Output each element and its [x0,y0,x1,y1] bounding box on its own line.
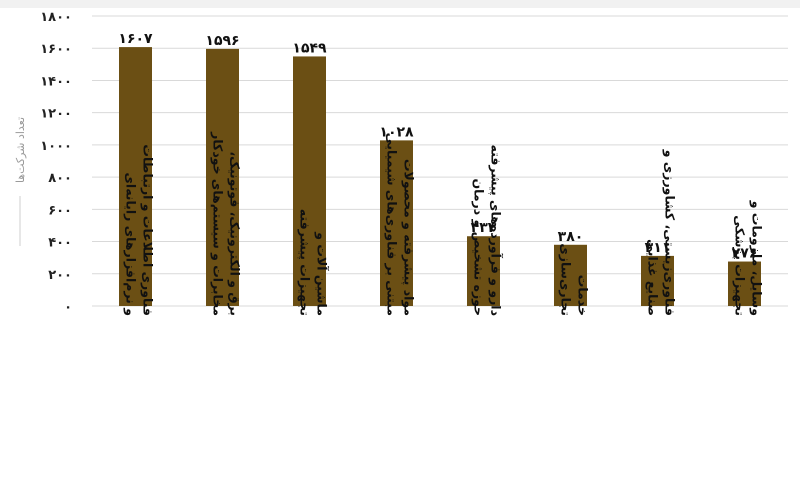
x-category-line: دارو و فرآورده‌های پیشرفته [489,145,504,316]
x-category-label: وسایل، ملزومات وتجهیزات پزشکی [733,200,765,316]
x-category-line: مواد پیشرفته و محصولات [402,159,417,316]
x-category-label: برق و الکترونیک، فوتونیک،مخابرات و سیستم… [211,131,243,316]
data-label: ۱۰۲۸ [379,124,414,140]
gridlines [92,15,788,307]
x-category-label: فناوری اطلاعات و ارتباطاتو نرم‌افزارهای … [123,144,156,316]
x-axis-labels: فناوری اطلاعات و ارتباطاتو نرم‌افزارهای … [123,131,765,316]
y-tick-label: ۱۶۰۰ [40,42,72,57]
bar [293,56,326,306]
bar [554,244,587,306]
y-axis-title: تعداد شرکت‌ها [14,117,27,183]
y-tick-label: ۴۰۰ [48,236,72,251]
x-category-line: تجاری‌سازی [559,243,574,316]
data-label: ۱۶۰۷ [118,31,153,47]
bar [380,140,413,306]
x-category-line: وسایل، ملزومات و [750,200,765,316]
x-category-text: فناوری‌زیستی، کشاورزی وصنایع غذایی [646,149,678,316]
x-category-text: برق و الکترونیک، فوتونیک،مخابرات و سیستم… [211,131,243,316]
x-category-label: ماشین آلات وتجهیزات پیشرفته [298,209,330,316]
x-category-line: خدمات [576,275,591,316]
x-category-line: حوزه تشخیص و درمان [472,178,487,316]
x-category-label: فناوری‌زیستی، کشاورزی وصنایع غذایی [646,149,678,316]
bar [206,48,239,306]
x-category-line: ماشین آلات و [315,231,330,316]
data-label: ۴۳۳ [471,220,497,236]
x-category-line: فناوری اطلاعات و ارتباطات [141,144,156,316]
x-category-label: خدماتتجاری‌سازی [559,243,591,316]
x-category-line: مبتنی بر فناوری‌های شیمیایی [385,133,400,316]
bars [119,47,761,306]
data-label: ۳۸۰ [558,229,584,245]
y-tick-label: ۶۰۰ [48,203,72,218]
y-tick-label: ۲۰۰ [48,268,72,283]
x-category-line: و نرم‌افزارهای رایانه‌ای [123,172,139,316]
bar [467,236,500,306]
bar [728,261,761,306]
bar [119,47,152,306]
data-label: ۱۵۴۹ [292,40,327,56]
x-category-line: تجهیزات پیشرفته [298,209,313,316]
data-labels: ۱۶۰۷ ۱۵۹۶ ۱۵۴۹ ۱۰۲۸ ۴۳۳ ۳۸۰ ۳۱۱ ۲۷۶ [118,31,757,261]
data-label: ۱۵۹۶ [205,33,239,49]
x-category-text: خدماتتجاری‌سازی [559,243,591,316]
x-category-text: فناوری اطلاعات و ارتباطاتو نرم‌افزارهای … [123,144,156,316]
y-tick-label: ۱۸۰۰ [40,10,72,25]
bar [641,255,674,306]
x-category-text: مواد پیشرفته و محصولاتمبتنی بر فناوری‌ها… [385,133,417,316]
x-category-label: مواد پیشرفته و محصولاتمبتنی بر فناوری‌ها… [385,133,417,316]
top-band [0,0,800,8]
x-category-line: تجهیزات پزشکی [733,215,748,316]
x-category-line: برق و الکترونیک، فوتونیک، [228,151,243,316]
x-category-line: مخابرات و سیستم‌های خودکار [211,131,226,316]
x-category-line: صنایع غذایی [646,239,661,316]
y-axis-ticks: ۰ ۲۰۰ ۴۰۰ ۶۰۰ ۸۰۰ ۱۰۰۰ ۱۲۰۰ ۱۴۰۰ ۱۶۰۰ ۱۸۰۰ [40,10,72,315]
x-category-text: دارو و فرآورده‌های پیشرفتهحوزه تشخیص و د… [472,145,504,316]
data-label: ۲۷۶ [732,246,758,262]
data-label: ۳۱۱ [645,240,671,256]
y-tick-label: ۸۰۰ [48,171,72,186]
y-tick-label: ۰ [64,300,72,315]
x-category-line: فناوری‌زیستی، کشاورزی و [663,149,678,316]
x-category-text: وسایل، ملزومات وتجهیزات پزشکی [733,200,765,316]
y-tick-label: ۱۴۰۰ [40,74,72,89]
x-category-label: دارو و فرآورده‌های پیشرفتهحوزه تشخیص و د… [472,145,504,316]
y-tick-label: ۱۰۰۰ [40,139,72,154]
y-tick-label: ۱۲۰۰ [40,107,72,122]
x-category-text: ماشین آلات وتجهیزات پیشرفته [298,209,330,316]
